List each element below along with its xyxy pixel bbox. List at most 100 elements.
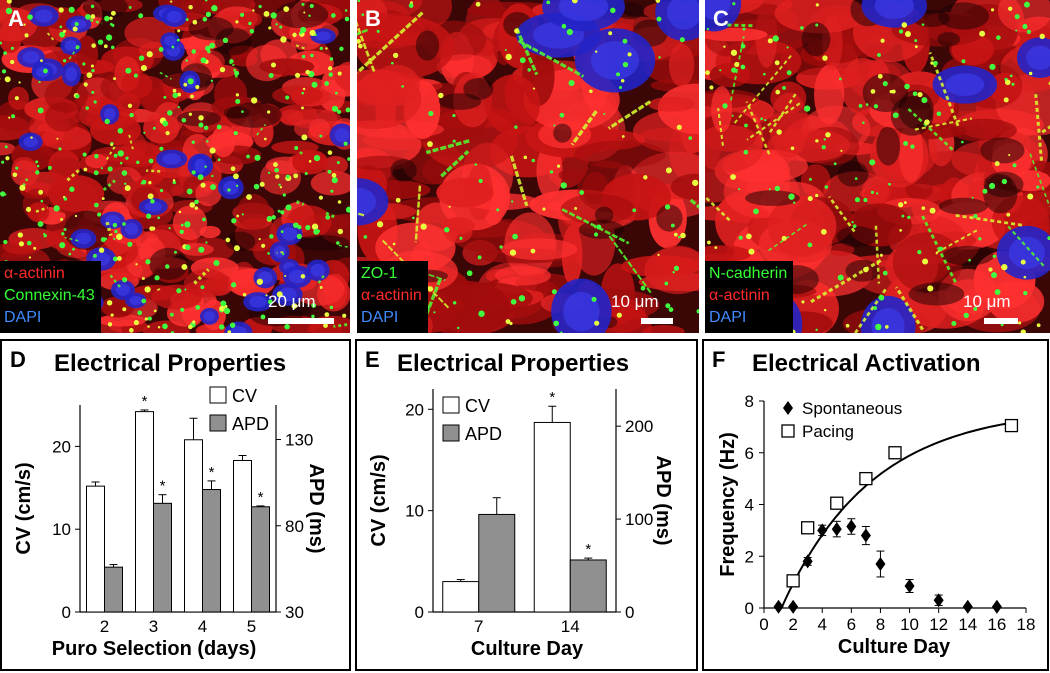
connexin-dot (529, 46, 532, 50)
panel-letter-a: A (8, 6, 24, 31)
connexin-dot (1036, 185, 1040, 189)
connexin-dot (113, 153, 118, 158)
connexin-dot (270, 62, 277, 68)
connexin-dot (137, 310, 143, 316)
connexin-dot (930, 61, 934, 65)
connexin-dot (854, 177, 858, 180)
connexin-dot (274, 167, 279, 173)
connexin-dot (738, 188, 741, 191)
junction-signal (874, 225, 881, 284)
connexin-dot (233, 173, 239, 180)
connexin-dot (786, 70, 792, 76)
connexin-dot (5, 7, 13, 15)
connexin-dot (310, 53, 314, 58)
nucleus-core (249, 295, 267, 308)
connexin-dot (293, 173, 299, 179)
junction-signal (914, 117, 973, 131)
connexin-dot (922, 258, 929, 265)
connexin-dot (112, 223, 118, 228)
actinin-signal (143, 112, 180, 144)
connexin-dot (217, 158, 221, 162)
connexin-dot (319, 46, 323, 51)
connexin-dot (209, 147, 216, 154)
connexin-dot (917, 91, 923, 98)
nucleus-core (315, 31, 331, 41)
connexin-dot (273, 162, 278, 168)
connexin-dot (229, 59, 234, 64)
connexin-dot (198, 122, 204, 128)
actinin-signal (573, 140, 666, 169)
nucleus-core (273, 245, 286, 259)
connexin-dot (62, 29, 66, 33)
connexin-dot (97, 212, 102, 217)
micrograph-c: C N-cadherin α-actinin DAPI 10 μm (705, 0, 1050, 333)
connexin-dot (973, 214, 978, 219)
bar-cv (184, 439, 203, 613)
connexin-dot (730, 174, 736, 180)
connexin-dot (106, 300, 113, 306)
actinin-signal (443, 219, 473, 244)
connexin-dot (205, 45, 211, 51)
x-tick-label: 8 (876, 615, 885, 634)
connexin-dot (531, 158, 535, 163)
connexin-dot (59, 242, 66, 249)
connexin-dot (904, 31, 911, 37)
connexin-dot (229, 322, 236, 328)
connexin-dot (840, 149, 843, 152)
junction-signal (828, 195, 856, 233)
stain-legend-a: α-actinin Connexin-43 DAPI (0, 261, 101, 333)
connexin-dot (185, 244, 191, 251)
junction-signal (440, 149, 470, 178)
connexin-dot (815, 328, 818, 332)
connexin-dot (308, 14, 311, 17)
connexin-dot (610, 7, 616, 14)
connexin-dot (122, 222, 126, 226)
connexin-dot (514, 28, 520, 34)
connexin-dot (104, 237, 108, 241)
connexin-dot (566, 28, 573, 36)
connexin-dot (241, 110, 244, 113)
connexin-dot (231, 218, 237, 224)
connexin-dot (275, 174, 280, 179)
connexin-dot (200, 285, 205, 290)
connexin-dot (968, 258, 971, 262)
connexin-dot (845, 323, 850, 328)
connexin-dot (188, 112, 193, 116)
connexin-dot (824, 185, 829, 189)
connexin-dot (235, 98, 241, 104)
connexin-dot (345, 206, 350, 213)
connexin-dot (519, 57, 526, 64)
connexin-dot (301, 106, 304, 110)
connexin-dot (152, 126, 156, 130)
connexin-dot (158, 47, 164, 52)
connexin-dot (17, 232, 23, 238)
y2-tick-label: 100 (625, 510, 653, 529)
connexin-dot (285, 204, 292, 211)
connexin-dot (256, 278, 263, 285)
connexin-dot (603, 112, 606, 116)
actinin-signal (211, 125, 236, 158)
bar-apd (569, 559, 607, 613)
connexin-dot (282, 253, 285, 256)
connexin-dot (504, 49, 507, 52)
pacing-fit-curve (780, 421, 1012, 609)
connexin-dot (869, 159, 876, 166)
connexin-dot (815, 139, 819, 143)
connexin-dot (858, 103, 863, 108)
connexin-dot (14, 96, 19, 101)
connexin-dot (209, 42, 216, 49)
connexin-dot (129, 328, 134, 333)
significance-mark: * (209, 464, 215, 481)
connexin-dot (989, 182, 996, 189)
connexin-dot (337, 71, 342, 76)
connexin-dot (989, 63, 996, 70)
actinin-signal (310, 170, 350, 196)
connexin-dot (261, 243, 266, 248)
junction-signal (357, 21, 376, 72)
connexin-dot (167, 110, 173, 116)
connexin-dot (40, 59, 43, 63)
connexin-dot (553, 320, 560, 327)
connexin-dot (1026, 29, 1031, 34)
stain-label: ZO-1 (361, 265, 398, 282)
connexin-dot (1015, 29, 1018, 32)
